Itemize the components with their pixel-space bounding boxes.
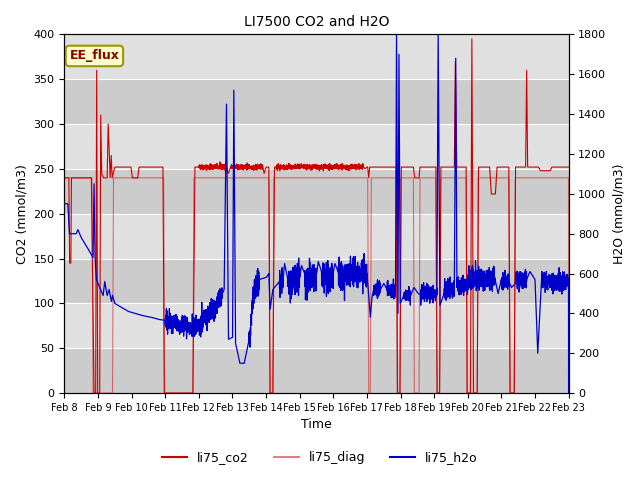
li75_diag [363,175,371,181]
li75_h2o [392,32,400,37]
li75_h2o [437,300,445,306]
Bar [65,79,568,124]
Bar [65,303,568,348]
Title: LI7500 CO2 and H2O: LI7500 CO2 and H2O [244,15,389,29]
Bar [65,214,568,259]
li75_diag [475,175,483,181]
li75_h2o [152,316,160,322]
li75_co2 [152,164,160,170]
li75_co2 [468,36,476,42]
Bar [65,35,568,79]
li75_co2 [476,164,483,170]
li75_h2o [564,390,572,396]
Bar [65,169,568,214]
li75_co2 [90,390,98,396]
li75_diag [437,175,445,181]
Y-axis label: H2O (mmol/m3): H2O (mmol/m3) [612,164,625,264]
li75_diag [388,175,396,181]
li75_h2o [61,201,68,207]
Bar [65,348,568,393]
Text: EE_flux: EE_flux [70,49,119,62]
Legend: li75_co2, li75_diag, li75_h2o: li75_co2, li75_diag, li75_h2o [157,446,483,469]
Y-axis label: CO2 (mmol/m3): CO2 (mmol/m3) [15,164,28,264]
li75_h2o [363,280,371,286]
li75_h2o [388,292,396,298]
li75_co2 [61,175,68,181]
Bar [65,124,568,169]
li75_h2o [253,277,261,283]
li75_diag [152,175,160,181]
Line: li75_co2: li75_co2 [65,39,568,393]
li75_co2 [363,164,371,170]
li75_diag [564,390,572,396]
Bar [65,259,568,303]
li75_co2 [564,164,572,170]
li75_co2 [437,183,445,189]
li75_diag [253,175,261,181]
Line: li75_diag: li75_diag [65,178,568,393]
li75_h2o [475,288,483,293]
Line: li75_h2o: li75_h2o [65,35,568,393]
li75_diag [89,390,97,396]
li75_diag [61,175,68,181]
X-axis label: Time: Time [301,419,332,432]
li75_co2 [253,163,261,169]
li75_co2 [388,164,396,170]
